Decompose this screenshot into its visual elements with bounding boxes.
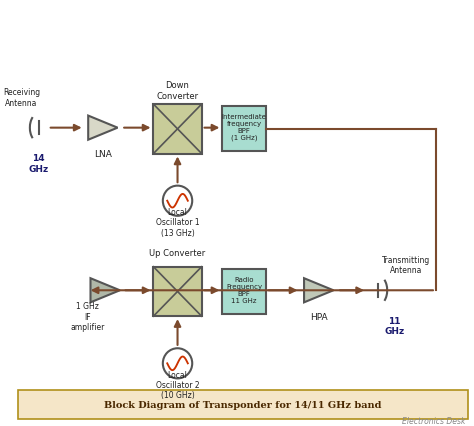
Text: Intermediate
frequency
BPF
(1 GHz): Intermediate frequency BPF (1 GHz) — [222, 113, 266, 141]
Text: Electronics Desk: Electronics Desk — [402, 416, 466, 425]
Polygon shape — [88, 116, 118, 141]
Text: 11
GHz: 11 GHz — [384, 316, 405, 336]
Text: Transmitting
Antenna: Transmitting Antenna — [382, 255, 430, 274]
Text: LNA: LNA — [94, 150, 112, 159]
FancyBboxPatch shape — [154, 105, 201, 154]
Text: Block Diagram of Transponder for 14/11 GHz band: Block Diagram of Transponder for 14/11 G… — [104, 400, 382, 409]
Text: 14
GHz: 14 GHz — [28, 154, 49, 173]
Text: Receiving
Antenna: Receiving Antenna — [3, 88, 40, 107]
FancyBboxPatch shape — [18, 390, 468, 419]
Text: Down
Converter: Down Converter — [156, 81, 199, 101]
Text: Up Converter: Up Converter — [149, 248, 206, 257]
FancyBboxPatch shape — [222, 269, 266, 314]
Text: Radio
Frequency
BPF
11 GHz: Radio Frequency BPF 11 GHz — [226, 276, 262, 303]
Polygon shape — [91, 279, 120, 302]
Polygon shape — [304, 279, 333, 302]
FancyBboxPatch shape — [154, 267, 201, 317]
Text: 1 GHz
IF
amplifier: 1 GHz IF amplifier — [71, 302, 105, 331]
Circle shape — [163, 186, 192, 216]
FancyBboxPatch shape — [222, 107, 266, 152]
Circle shape — [163, 348, 192, 379]
Text: HPA: HPA — [310, 312, 328, 321]
Text: Local
Oscillator 1
(13 GHz): Local Oscillator 1 (13 GHz) — [156, 207, 200, 237]
Text: Local
Oscillator 2
(10 GHz): Local Oscillator 2 (10 GHz) — [156, 370, 200, 400]
